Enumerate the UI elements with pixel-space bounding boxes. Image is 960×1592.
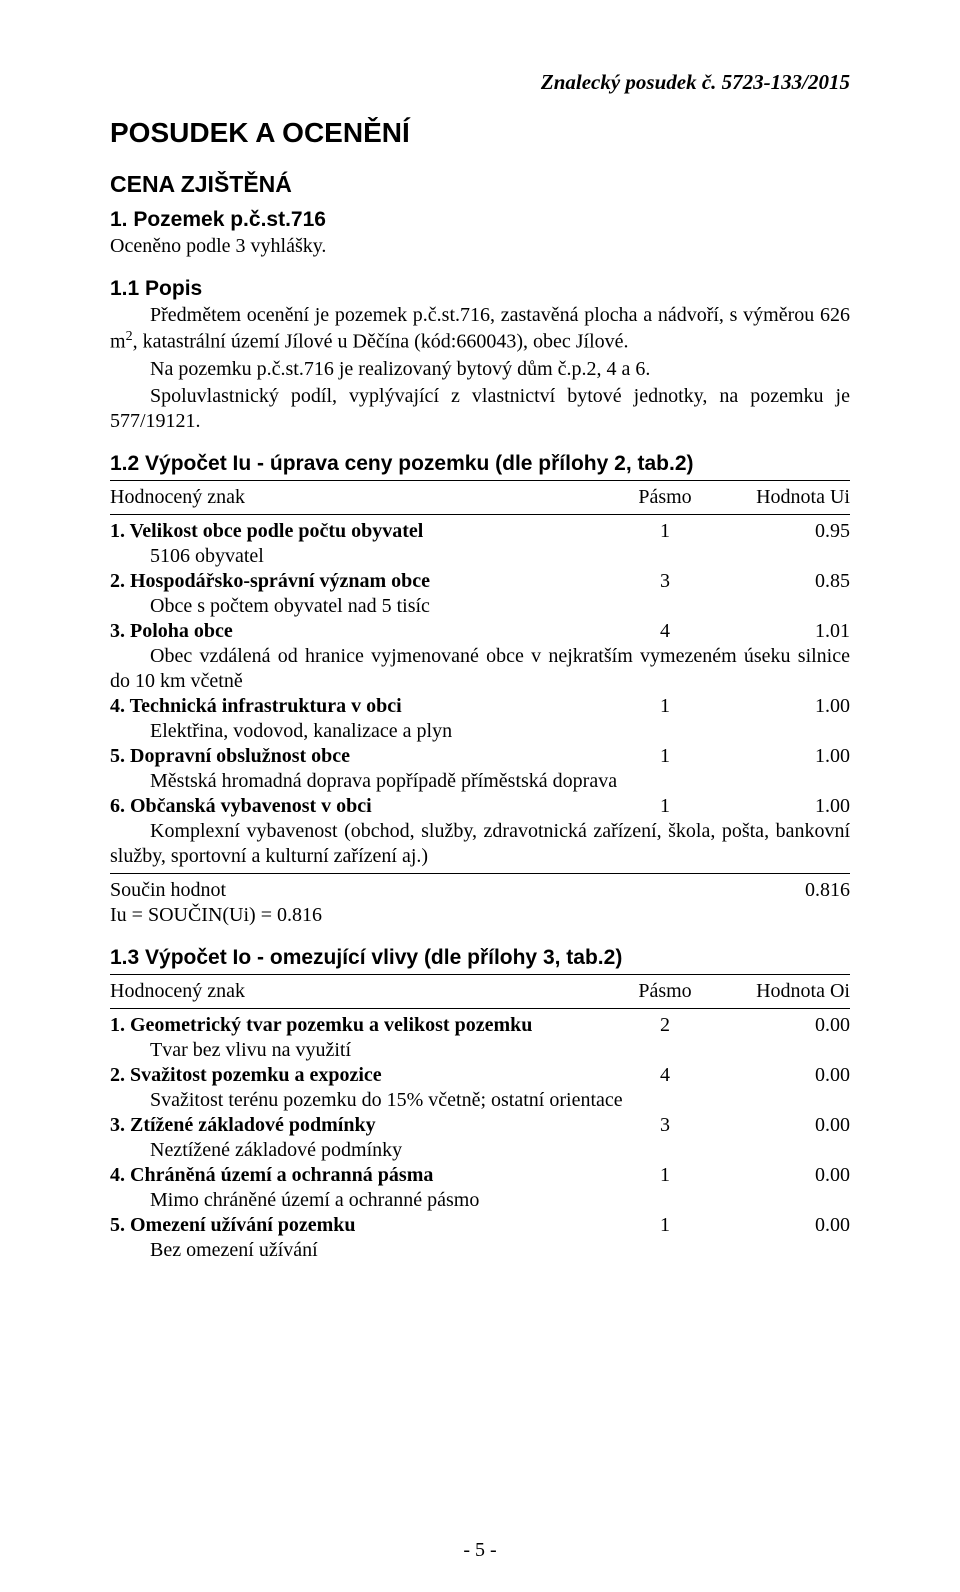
row-note: 5106 obyvatel (110, 544, 850, 569)
row-value: 0.00 (720, 1113, 850, 1138)
row-pasmo: 3 (610, 569, 720, 594)
th-pasmo: Pásmo (610, 485, 720, 510)
row-note: Tvar bez vlivu na využití (110, 1038, 850, 1063)
table-iu-header: Hodnocený znak Pásmo Hodnota Ui (110, 485, 850, 510)
row-pasmo: 1 (610, 519, 720, 544)
th-pasmo: Pásmo (610, 979, 720, 1004)
th-value: Hodnota Oi (720, 979, 850, 1004)
table-row: 6. Občanská vybavenost v obci11.00 (110, 794, 850, 819)
row-label: 4. Technická infrastruktura v obci (110, 694, 610, 719)
table-row: 3. Ztížené základové podmínky30.00 (110, 1113, 850, 1138)
table-row: 4. Chráněná území a ochranná pásma10.00 (110, 1163, 850, 1188)
row-pasmo: 1 (610, 744, 720, 769)
row-label: 6. Občanská vybavenost v obci (110, 794, 610, 819)
row-value: 0.00 (720, 1213, 850, 1238)
footer-mid (610, 878, 720, 903)
main-heading: POSUDEK A OCENĚNÍ (110, 117, 850, 149)
row-label: 1. Velikost obce podle počtu obyvatel (110, 519, 610, 544)
table-iu-footer: Součin hodnot 0.816 (110, 878, 850, 903)
footer-value: 0.816 (720, 878, 850, 903)
row-label: 1. Geometrický tvar pozemku a velikost p… (110, 1013, 610, 1038)
table-row: 4. Technická infrastruktura v obci11.00 (110, 694, 850, 719)
divider (110, 1008, 850, 1009)
th-value: Hodnota Ui (720, 485, 850, 510)
row-note: Svažitost terénu pozemku do 15% včetně; … (110, 1088, 850, 1113)
popis-paragraph-1: Předmětem ocenění je pozemek p.č.st.716,… (110, 303, 850, 355)
row-value: 0.00 (720, 1063, 850, 1088)
row-value: 1.00 (720, 744, 850, 769)
table-row: 5. Dopravní obslužnost obce11.00 (110, 744, 850, 769)
page-number: - 5 - (0, 1539, 960, 1562)
table-row: 1. Velikost obce podle počtu obyvatel10.… (110, 519, 850, 544)
iu-formula: Iu = SOUČIN(Ui) = 0.816 (110, 903, 850, 928)
row-note: Elektřina, vodovod, kanalizace a plyn (110, 719, 850, 744)
footer-label: Součin hodnot (110, 878, 610, 903)
row-value: 0.00 (720, 1013, 850, 1038)
divider (110, 480, 850, 481)
row-value: 1.00 (720, 694, 850, 719)
sup-2: 2 (126, 329, 133, 344)
row-pasmo: 1 (610, 694, 720, 719)
table-row: 1. Geometrický tvar pozemku a velikost p… (110, 1013, 850, 1038)
row-note: Městská hromadná doprava popřípadě přímě… (110, 769, 850, 794)
section-1-3-title: 1.3 Výpočet Io - omezující vlivy (dle př… (110, 946, 850, 970)
row-value: 1.00 (720, 794, 850, 819)
row-value: 0.95 (720, 519, 850, 544)
row-value: 0.00 (720, 1163, 850, 1188)
doc-reference: Znalecký posudek č. 5723-133/2015 (110, 70, 850, 95)
table-row: 5. Omezení užívání pozemku10.00 (110, 1213, 850, 1238)
table-row: 2. Svažitost pozemku a expozice40.00 (110, 1063, 850, 1088)
row-note: Neztížené základové podmínky (110, 1138, 850, 1163)
row-pasmo: 2 (610, 1013, 720, 1038)
divider (110, 974, 850, 975)
popis-p1-b: , katastrální území Jílové u Děčína (kód… (133, 331, 629, 353)
row-label: 2. Hospodářsko-správní význam obce (110, 569, 610, 594)
row-pasmo: 3 (610, 1113, 720, 1138)
table-row: 2. Hospodářsko-správní význam obce30.85 (110, 569, 850, 594)
row-note: Mimo chráněné území a ochranné pásmo (110, 1188, 850, 1213)
row-label: 2. Svažitost pozemku a expozice (110, 1063, 610, 1088)
row-pasmo: 1 (610, 794, 720, 819)
row-note: Bez omezení užívání (110, 1238, 850, 1263)
popis-paragraph-3: Spoluvlastnický podíl, vyplývající z vla… (110, 384, 850, 434)
row-pasmo: 1 (610, 1163, 720, 1188)
row-value: 0.85 (720, 569, 850, 594)
row-value: 1.01 (720, 619, 850, 644)
section-1-2-title: 1.2 Výpočet Iu - úprava ceny pozemku (dl… (110, 452, 850, 476)
section-1-title: 1. Pozemek p.č.st.716 (110, 208, 850, 232)
table-row: 3. Poloha obce41.01 (110, 619, 850, 644)
section-1-1-title: 1.1 Popis (110, 277, 850, 301)
row-note: Komplexní vybavenost (obchod, služby, zd… (110, 819, 850, 869)
divider (110, 873, 850, 874)
table-io-header: Hodnocený znak Pásmo Hodnota Oi (110, 979, 850, 1004)
row-label: 3. Poloha obce (110, 619, 610, 644)
row-pasmo: 4 (610, 619, 720, 644)
row-note: Obce s počtem obyvatel nad 5 tisíc (110, 594, 850, 619)
row-label: 5. Omezení užívání pozemku (110, 1213, 610, 1238)
row-label: 4. Chráněná území a ochranná pásma (110, 1163, 610, 1188)
row-note: Obec vzdálená od hranice vyjmenované obc… (110, 644, 850, 694)
th-label: Hodnocený znak (110, 979, 610, 1004)
section-1-subtitle: Oceněno podle 3 vyhlášky. (110, 234, 850, 259)
row-pasmo: 1 (610, 1213, 720, 1238)
row-pasmo: 4 (610, 1063, 720, 1088)
divider (110, 514, 850, 515)
row-label: 5. Dopravní obslužnost obce (110, 744, 610, 769)
row-label: 3. Ztížené základové podmínky (110, 1113, 610, 1138)
popis-paragraph-2: Na pozemku p.č.st.716 je realizovaný byt… (110, 357, 850, 382)
sub-heading: CENA ZJIŠTĚNÁ (110, 171, 850, 198)
th-label: Hodnocený znak (110, 485, 610, 510)
